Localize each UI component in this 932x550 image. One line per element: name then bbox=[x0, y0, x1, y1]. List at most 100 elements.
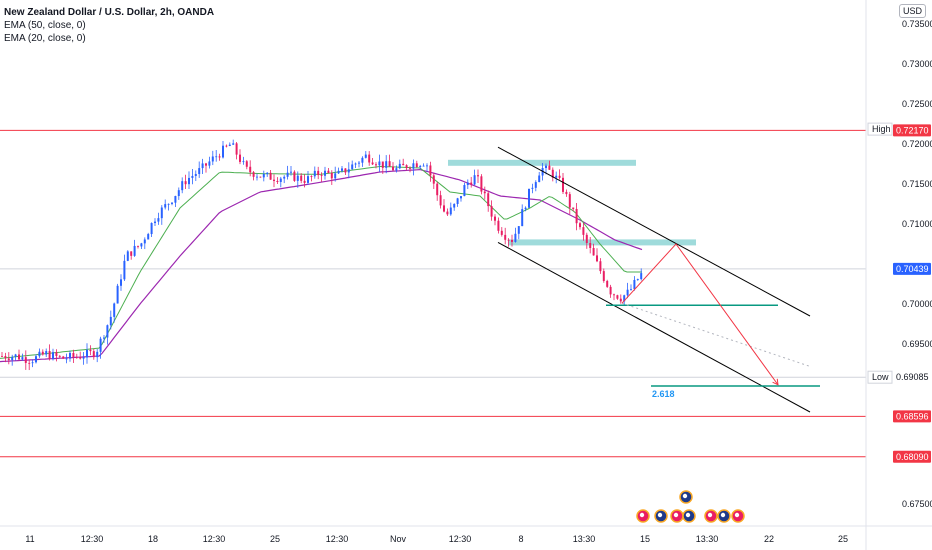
supply-demand-zones bbox=[448, 159, 696, 246]
candle-body bbox=[249, 166, 252, 173]
candle-body bbox=[65, 358, 68, 360]
candle-body bbox=[477, 175, 479, 177]
candle-body bbox=[133, 245, 136, 256]
candle-body bbox=[453, 203, 456, 208]
candle-body bbox=[432, 175, 435, 184]
candle-body bbox=[174, 196, 177, 203]
candle-body bbox=[613, 294, 615, 296]
candle-body bbox=[310, 176, 313, 177]
channel-line bbox=[497, 241, 811, 413]
marker-tag-label: Low bbox=[872, 372, 889, 382]
candle-body bbox=[191, 175, 194, 178]
candle-body bbox=[609, 286, 612, 295]
candle-body bbox=[252, 172, 255, 177]
x-tick-label: 12:30 bbox=[326, 534, 349, 544]
candle-body bbox=[358, 162, 360, 164]
candle-body bbox=[126, 251, 129, 261]
y-tick-label: 0.72500 bbox=[902, 99, 932, 109]
candle-body bbox=[296, 175, 299, 181]
candle-body bbox=[528, 188, 530, 208]
candle-body bbox=[446, 211, 449, 215]
legend-title: New Zealand Dollar / U.S. Dollar, 2h, OA… bbox=[4, 7, 215, 18]
candle-body bbox=[116, 285, 119, 304]
ema50-line bbox=[0, 168, 643, 363]
candle-body bbox=[157, 218, 160, 222]
candle-body bbox=[232, 143, 235, 145]
candle-body bbox=[143, 239, 146, 244]
candle-body bbox=[290, 171, 292, 173]
candle-body bbox=[558, 175, 561, 178]
candle-body bbox=[470, 182, 473, 185]
candle-body bbox=[69, 352, 71, 359]
marker-value-bg bbox=[893, 371, 931, 384]
currency-button[interactable]: USD bbox=[898, 4, 926, 18]
candle-body bbox=[164, 204, 167, 208]
candle-body bbox=[188, 177, 190, 185]
x-tick-label: 11 bbox=[25, 534, 34, 544]
candle-body bbox=[235, 143, 238, 155]
candle-body bbox=[62, 356, 65, 359]
candle-body bbox=[640, 273, 643, 280]
candle-body bbox=[602, 271, 605, 281]
event-flag-dot bbox=[639, 512, 645, 518]
price-axis[interactable]: 0.73500 0.73000 0.72500 0.72000 0.71500 0.710… bbox=[865, 0, 932, 550]
candle-body bbox=[198, 168, 201, 175]
candle-body bbox=[538, 175, 541, 183]
x-tick-label: 13:30 bbox=[696, 534, 719, 544]
drawings: 2.618 bbox=[497, 146, 820, 413]
candle-body bbox=[245, 161, 248, 167]
candle-body bbox=[181, 181, 184, 191]
candle-body bbox=[269, 172, 272, 180]
candle-body bbox=[490, 206, 493, 217]
candle-body bbox=[89, 349, 92, 352]
fib-label: 2.618 bbox=[652, 389, 675, 399]
candle-body bbox=[599, 261, 602, 272]
candle-body bbox=[123, 260, 126, 280]
candle-body bbox=[548, 165, 551, 170]
candle-body bbox=[395, 168, 398, 171]
candle-body bbox=[35, 356, 37, 363]
candle-body bbox=[324, 170, 326, 176]
candle-body bbox=[225, 145, 228, 147]
candle-body bbox=[86, 349, 88, 358]
x-tick-label: Nov bbox=[390, 534, 407, 544]
candle-body bbox=[361, 157, 364, 163]
channel-line bbox=[497, 146, 811, 317]
candle-body bbox=[79, 356, 82, 359]
event-flag-dot bbox=[707, 512, 713, 518]
candle-body bbox=[429, 165, 432, 176]
economic-events[interactable] bbox=[636, 490, 745, 523]
candle-body bbox=[497, 220, 500, 231]
candle-body bbox=[616, 295, 619, 299]
candle-body bbox=[524, 207, 527, 210]
candle-body bbox=[436, 183, 439, 196]
candle-body bbox=[487, 193, 490, 207]
candle-body bbox=[167, 203, 170, 205]
grid-lines bbox=[0, 268, 866, 378]
y-tick-label: 0.73500 bbox=[902, 19, 932, 29]
candle-body bbox=[41, 351, 44, 355]
ema20-line bbox=[0, 165, 642, 359]
candle-body bbox=[208, 161, 211, 166]
candle-body bbox=[347, 169, 350, 173]
candle-body bbox=[4, 356, 7, 359]
candle-body bbox=[11, 356, 14, 361]
candle-body bbox=[364, 154, 367, 158]
candle-body bbox=[517, 226, 520, 234]
candle-body bbox=[334, 173, 337, 179]
candle-body bbox=[592, 247, 595, 256]
zone-rect bbox=[508, 239, 696, 246]
event-flag-dot bbox=[734, 512, 740, 518]
event-flag-dot bbox=[673, 512, 679, 518]
candle-body bbox=[521, 209, 524, 227]
candle-body bbox=[205, 163, 207, 166]
candle-body bbox=[330, 172, 333, 179]
legend-ema50[interactable]: EMA (50, close, 0) bbox=[4, 20, 86, 31]
legend-ema20[interactable]: EMA (20, close, 0) bbox=[4, 33, 86, 44]
time-axis[interactable]: 11 12:30 18 12:30 25 12:30 Nov 12:30 8 13:30 15 13:… bbox=[0, 525, 932, 544]
y-tick-label: 0.73000 bbox=[902, 59, 932, 69]
y-tick-label: 0.71000 bbox=[902, 219, 932, 229]
candle-body bbox=[21, 357, 24, 360]
candle-body bbox=[194, 174, 197, 176]
